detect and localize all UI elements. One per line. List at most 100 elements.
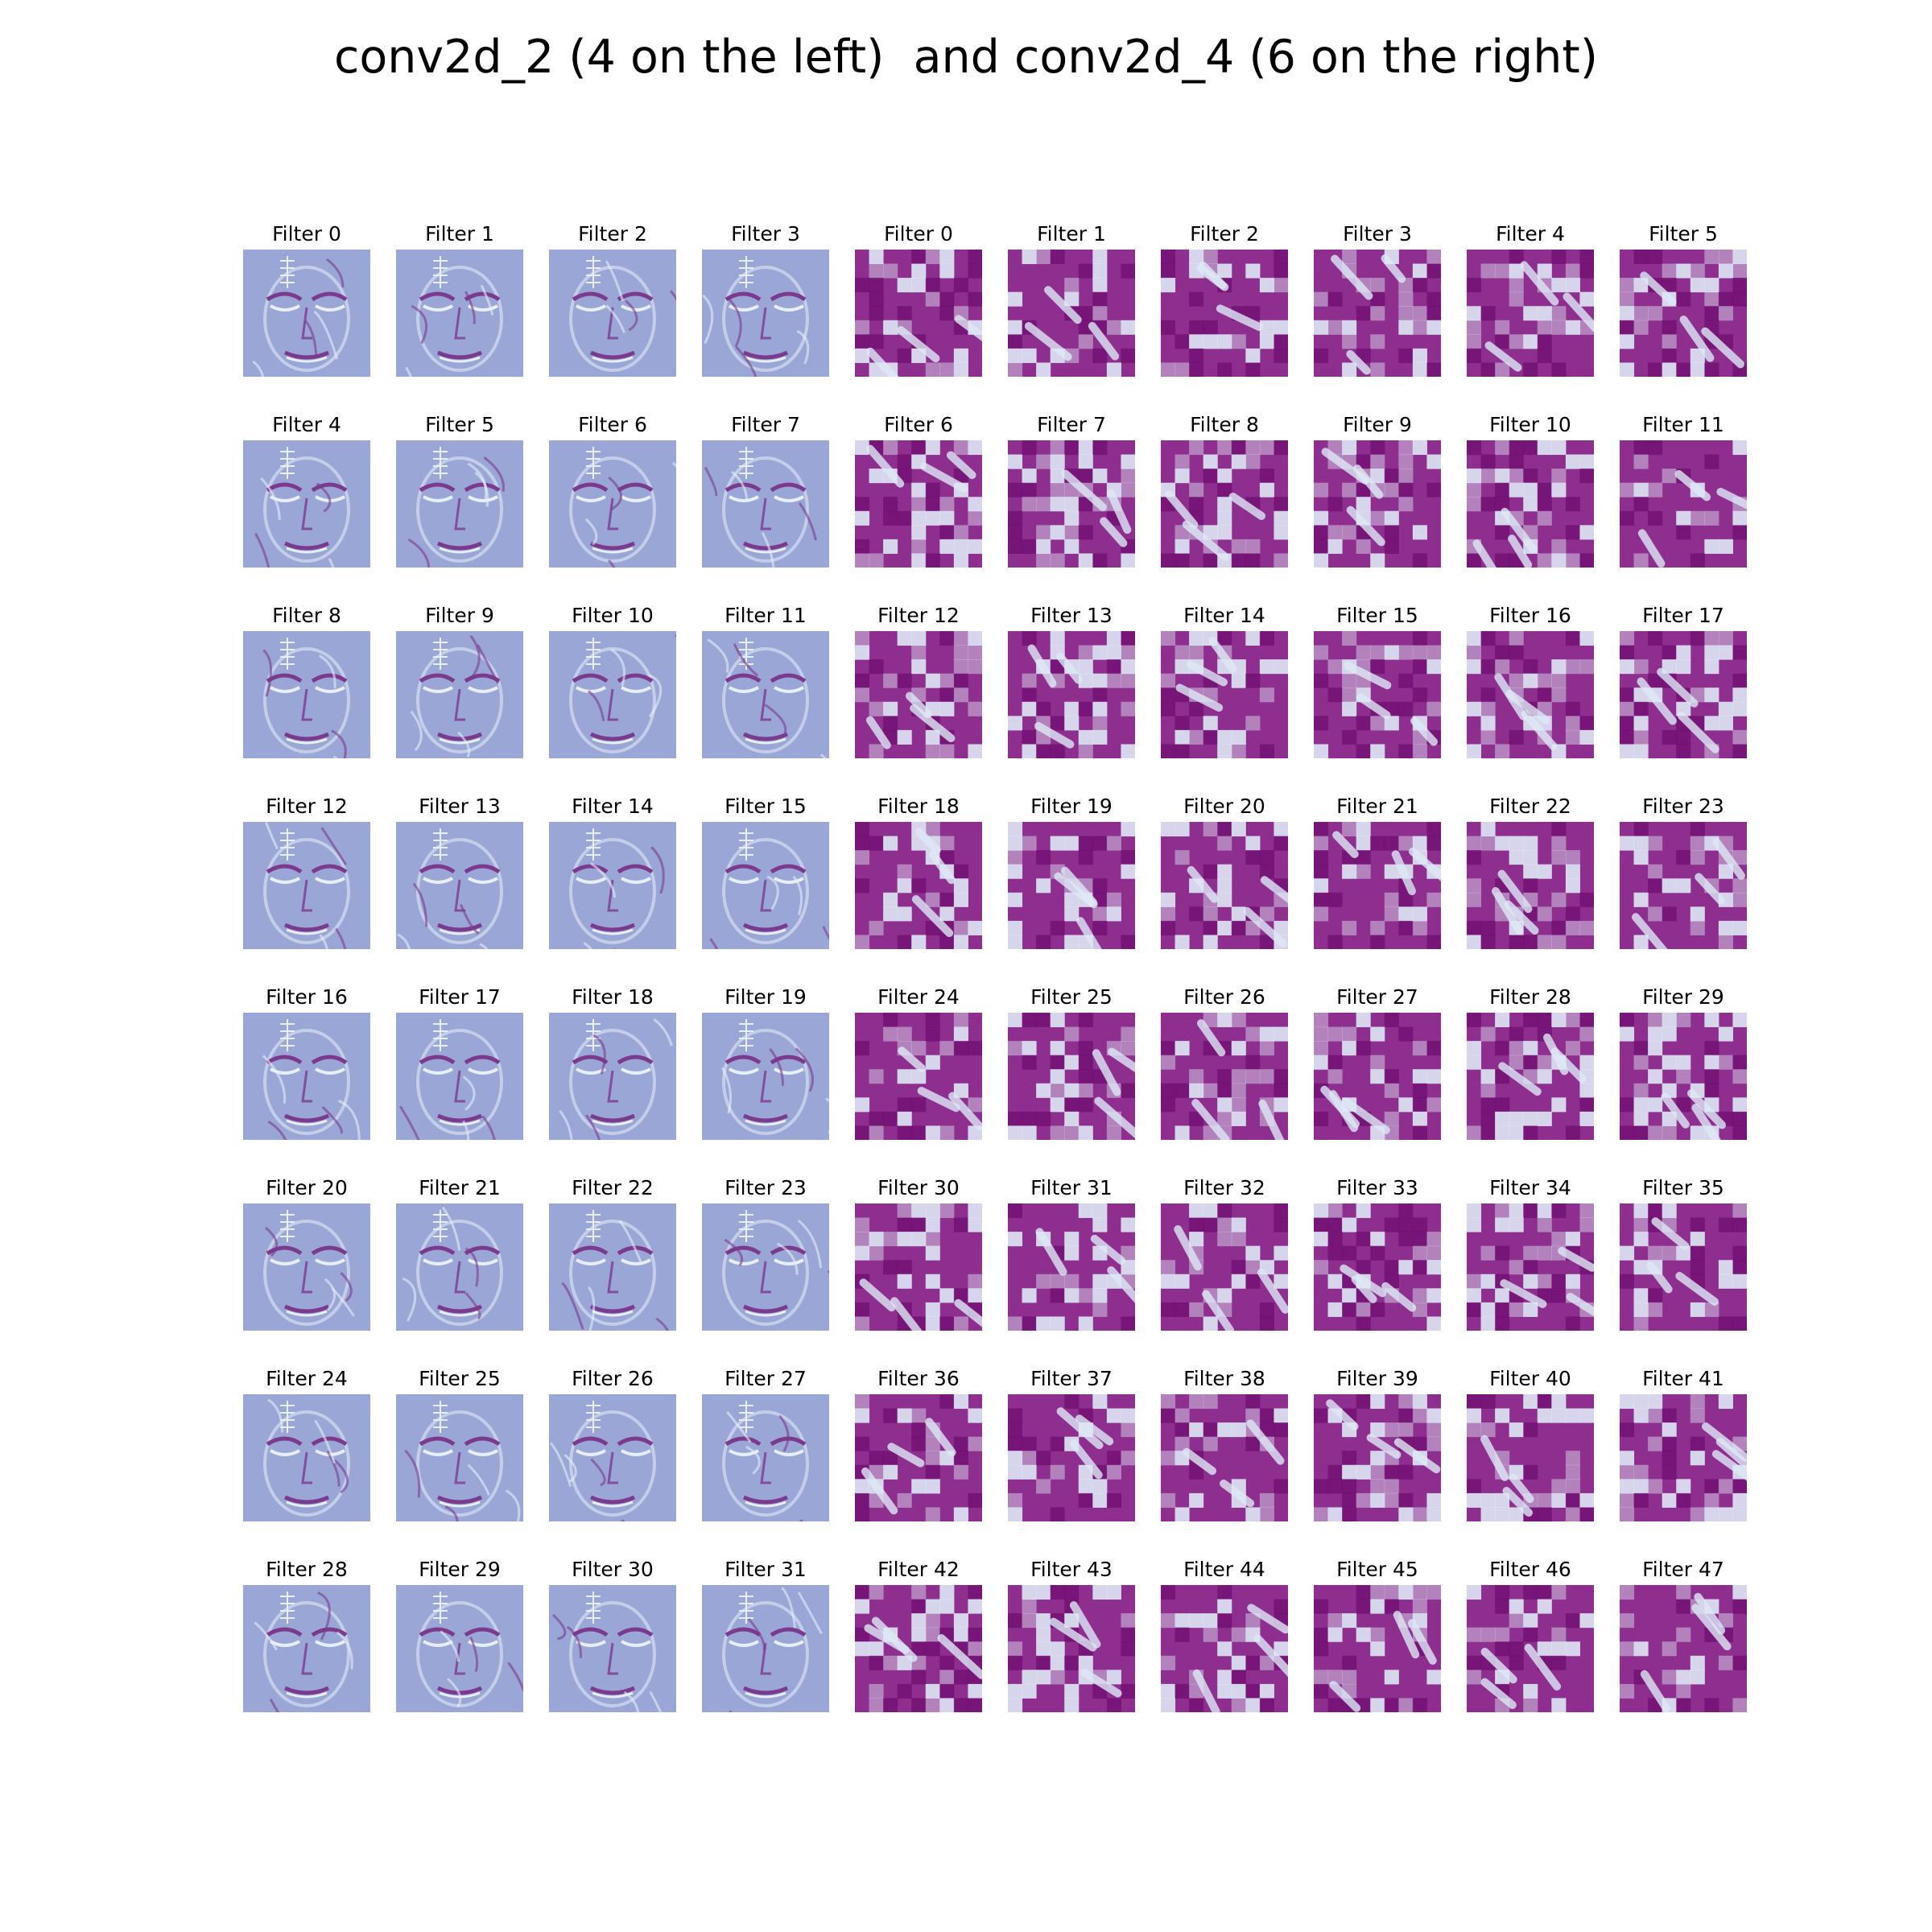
feature-map-image bbox=[396, 1203, 523, 1331]
feature-map-image bbox=[1008, 1203, 1135, 1331]
filter-label: Filter 28 bbox=[1489, 985, 1571, 1009]
right-filter-cell-13: Filter 13 bbox=[1008, 604, 1135, 758]
right-filter-cell-39: Filter 39 bbox=[1314, 1367, 1441, 1521]
left-filter-cell-4: Filter 4 bbox=[243, 413, 370, 568]
filter-label: Filter 3 bbox=[1343, 222, 1412, 246]
filter-label: Filter 26 bbox=[1183, 985, 1265, 1009]
filter-label: Filter 22 bbox=[1489, 795, 1571, 818]
feature-map-image bbox=[1314, 1394, 1441, 1521]
feature-map-image bbox=[549, 1585, 676, 1712]
right-filter-cell-45: Filter 45 bbox=[1314, 1558, 1441, 1712]
filter-label: Filter 10 bbox=[572, 604, 654, 627]
left-filter-cell-25: Filter 25 bbox=[396, 1367, 523, 1521]
filter-label: Filter 25 bbox=[1030, 985, 1113, 1009]
feature-map-image bbox=[702, 1394, 829, 1521]
filter-label: Filter 47 bbox=[1642, 1558, 1724, 1581]
feature-map-image bbox=[243, 250, 370, 377]
filter-label: Filter 17 bbox=[419, 985, 501, 1009]
filter-label: Filter 27 bbox=[724, 1367, 807, 1390]
filter-label: Filter 11 bbox=[724, 604, 807, 627]
feature-map-image bbox=[1161, 440, 1288, 568]
filter-label: Filter 0 bbox=[272, 222, 341, 246]
right-filter-cell-21: Filter 21 bbox=[1314, 795, 1441, 949]
left-filter-cell-2: Filter 2 bbox=[549, 222, 676, 377]
feature-map-image bbox=[1620, 1394, 1747, 1521]
filter-label: Filter 12 bbox=[877, 604, 960, 627]
right-filter-cell-16: Filter 16 bbox=[1467, 604, 1594, 758]
right-filter-cell-19: Filter 19 bbox=[1008, 795, 1135, 949]
filter-label: Filter 23 bbox=[1642, 795, 1724, 818]
right-filter-cell-30: Filter 30 bbox=[855, 1176, 982, 1331]
feature-map-image bbox=[1008, 1394, 1135, 1521]
feature-map-image bbox=[1620, 1585, 1747, 1712]
right-filter-cell-22: Filter 22 bbox=[1467, 795, 1594, 949]
left-filter-cell-18: Filter 18 bbox=[549, 985, 676, 1140]
filter-label: Filter 17 bbox=[1642, 604, 1724, 627]
feature-map-image bbox=[1161, 250, 1288, 377]
right-filter-cell-46: Filter 46 bbox=[1467, 1558, 1594, 1712]
feature-map-image bbox=[1008, 822, 1135, 949]
feature-map-image bbox=[855, 1394, 982, 1521]
filter-label: Filter 34 bbox=[1489, 1176, 1571, 1199]
left-filter-cell-17: Filter 17 bbox=[396, 985, 523, 1140]
filter-label: Filter 40 bbox=[1489, 1367, 1571, 1390]
feature-map-image bbox=[243, 1013, 370, 1140]
filter-label: Filter 27 bbox=[1336, 985, 1418, 1009]
feature-map-image bbox=[855, 822, 982, 949]
right-filter-cell-36: Filter 36 bbox=[855, 1367, 982, 1521]
filter-label: Filter 28 bbox=[266, 1558, 348, 1581]
filter-label: Filter 21 bbox=[1336, 795, 1418, 818]
filter-label: Filter 45 bbox=[1336, 1558, 1418, 1581]
filter-label: Filter 2 bbox=[1190, 222, 1259, 246]
left-filter-cell-20: Filter 20 bbox=[243, 1176, 370, 1331]
feature-map-image bbox=[1314, 440, 1441, 568]
filter-label: Filter 10 bbox=[1489, 413, 1571, 436]
filter-label: Filter 29 bbox=[419, 1558, 501, 1581]
right-filter-cell-33: Filter 33 bbox=[1314, 1176, 1441, 1331]
right-filter-cell-2: Filter 2 bbox=[1161, 222, 1288, 377]
filter-label: Filter 16 bbox=[266, 985, 348, 1009]
filter-label: Filter 19 bbox=[724, 985, 807, 1009]
right-filter-cell-11: Filter 11 bbox=[1620, 413, 1747, 568]
filter-label: Filter 18 bbox=[877, 795, 960, 818]
filter-label: Filter 9 bbox=[425, 604, 494, 627]
left-filter-cell-1: Filter 1 bbox=[396, 222, 523, 377]
feature-map-image bbox=[1467, 1013, 1594, 1140]
feature-map-image bbox=[243, 631, 370, 758]
filter-label: Filter 23 bbox=[724, 1176, 807, 1199]
filter-label: Filter 20 bbox=[266, 1176, 348, 1199]
feature-map-image bbox=[1620, 631, 1747, 758]
feature-map-image bbox=[702, 631, 829, 758]
filter-label: Filter 36 bbox=[877, 1367, 960, 1390]
left-filter-cell-28: Filter 28 bbox=[243, 1558, 370, 1712]
feature-map-image bbox=[1314, 1203, 1441, 1331]
left-filter-cell-15: Filter 15 bbox=[702, 795, 829, 949]
right-filter-cell-8: Filter 8 bbox=[1161, 413, 1288, 568]
filter-label: Filter 21 bbox=[419, 1176, 501, 1199]
right-filter-cell-12: Filter 12 bbox=[855, 604, 982, 758]
left-filter-cell-13: Filter 13 bbox=[396, 795, 523, 949]
feature-map-image bbox=[1161, 631, 1288, 758]
left-filter-cell-14: Filter 14 bbox=[549, 795, 676, 949]
filter-label: Filter 25 bbox=[419, 1367, 501, 1390]
right-filter-cell-15: Filter 15 bbox=[1314, 604, 1441, 758]
left-filter-cell-6: Filter 6 bbox=[549, 413, 676, 568]
left-filter-cell-12: Filter 12 bbox=[243, 795, 370, 949]
feature-map-image bbox=[1467, 1585, 1594, 1712]
feature-map-image bbox=[1620, 440, 1747, 568]
feature-map-image bbox=[1161, 1394, 1288, 1521]
right-filter-cell-24: Filter 24 bbox=[855, 985, 982, 1140]
filter-label: Filter 26 bbox=[572, 1367, 654, 1390]
filter-label: Filter 38 bbox=[1183, 1367, 1265, 1390]
filter-label: Filter 4 bbox=[272, 413, 341, 436]
feature-map-image bbox=[1467, 1394, 1594, 1521]
filter-label: Filter 32 bbox=[1183, 1176, 1265, 1199]
feature-map-image bbox=[396, 1394, 523, 1521]
filter-label: Filter 33 bbox=[1336, 1176, 1418, 1199]
feature-map-image bbox=[396, 1013, 523, 1140]
filter-label: Filter 42 bbox=[877, 1558, 960, 1581]
filter-label: Filter 44 bbox=[1183, 1558, 1265, 1581]
feature-map-image bbox=[243, 440, 370, 568]
filter-label: Filter 6 bbox=[578, 413, 647, 436]
filter-label: Filter 31 bbox=[724, 1558, 807, 1581]
